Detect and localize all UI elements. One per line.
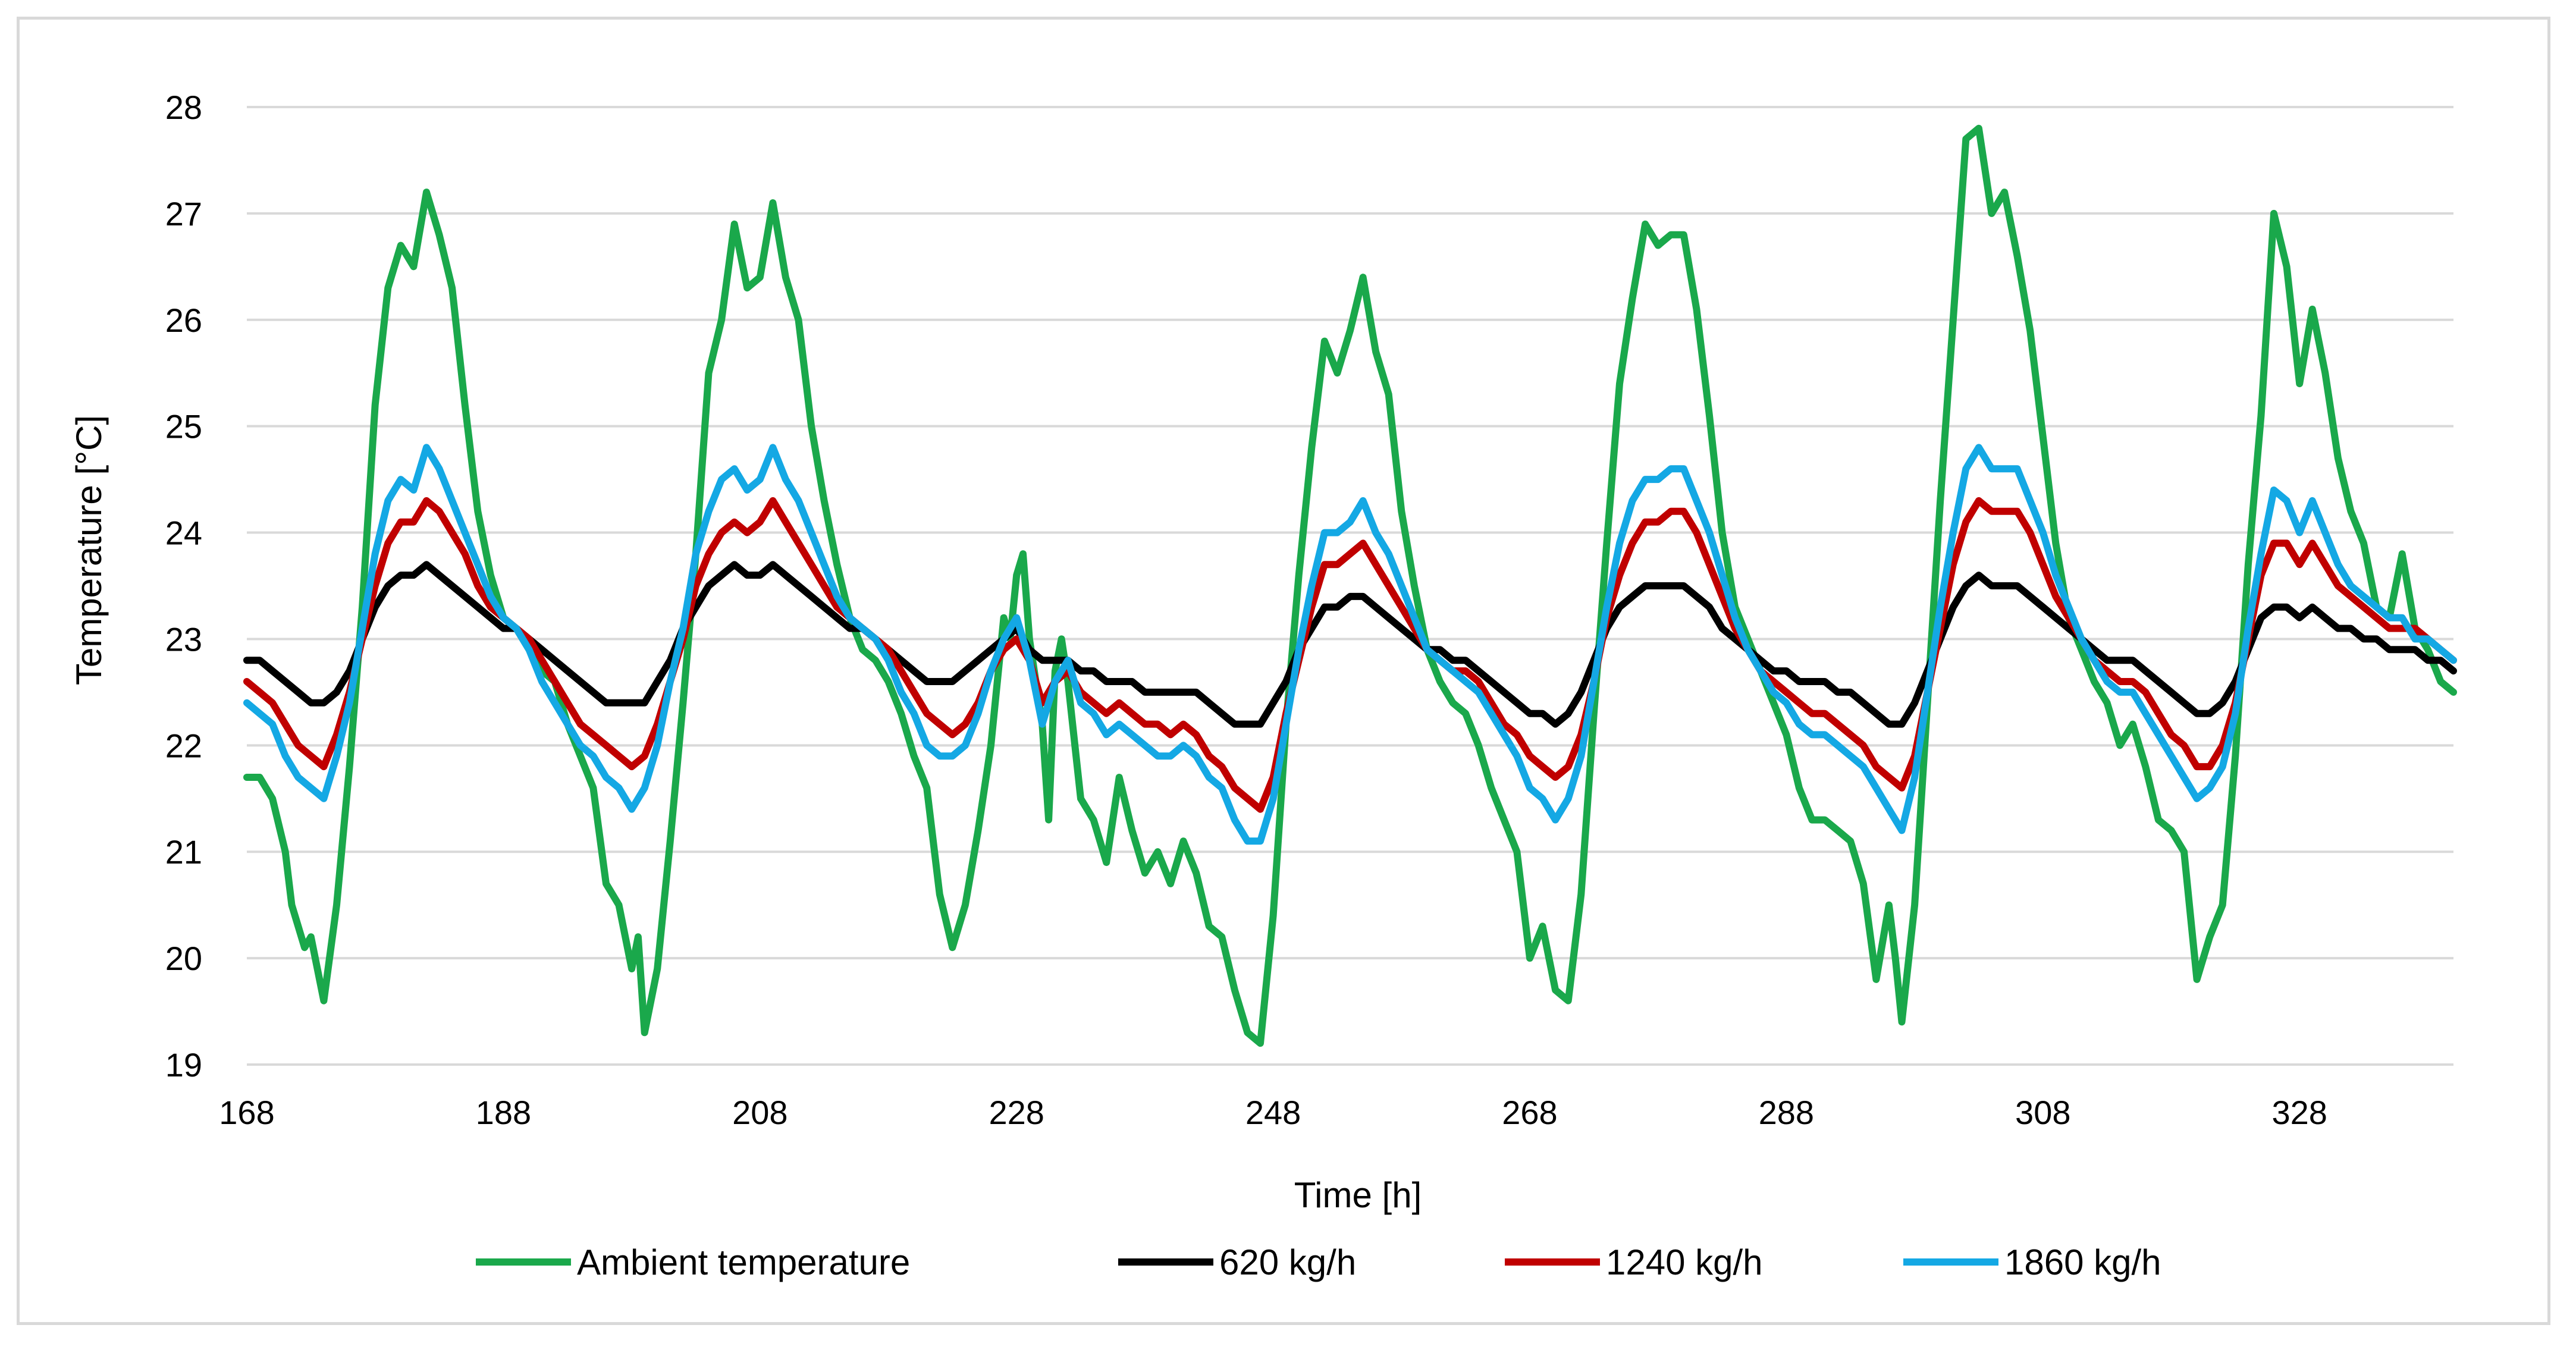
y-tick-label-21: 21 bbox=[165, 833, 202, 871]
legend-label-620-kg-h: 620 kg/h bbox=[1219, 1242, 1356, 1282]
y-tick-label-25: 25 bbox=[165, 408, 202, 445]
legend-label-ambient-temperature: Ambient temperature bbox=[577, 1242, 910, 1282]
series-line-1860-kg-h bbox=[243, 444, 2457, 845]
y-tick-label-19: 19 bbox=[165, 1046, 202, 1084]
x-tick-label-248: 248 bbox=[1245, 1094, 1301, 1131]
x-tick-label-208: 208 bbox=[732, 1094, 787, 1131]
x-tick-label-268: 268 bbox=[1502, 1094, 1557, 1131]
y-tick-label-28: 28 bbox=[165, 89, 202, 126]
legend-label-1860-kg-h: 1860 kg/h bbox=[2004, 1242, 2161, 1282]
y-tick-label-26: 26 bbox=[165, 302, 202, 339]
y-tick-label-27: 27 bbox=[165, 195, 202, 233]
y-tick-labels: 19 20 21 22 23 24 25 26 27 28 bbox=[165, 89, 202, 1084]
gridlines bbox=[247, 106, 2453, 960]
legend-item-1860-kg-h: 1860 kg/h bbox=[1903, 1242, 2161, 1282]
chart-frame bbox=[17, 17, 2550, 1325]
series-line-620-kg-h bbox=[243, 561, 2457, 728]
x-tick-label-228: 228 bbox=[989, 1094, 1044, 1131]
x-tick-label-168: 168 bbox=[219, 1094, 274, 1131]
x-tick-label-188: 188 bbox=[476, 1094, 531, 1131]
y-tick-label-20: 20 bbox=[165, 940, 202, 977]
x-tick-labels: 168 188 208 228 248 268 288 308 328 bbox=[219, 1094, 2327, 1131]
x-tick-label-328: 328 bbox=[2271, 1094, 2327, 1131]
x-tick-label-308: 308 bbox=[2015, 1094, 2070, 1131]
x-axis-title: Time [h] bbox=[1294, 1175, 1422, 1215]
y-tick-label-24: 24 bbox=[165, 514, 202, 552]
y-axis-title: Temperature [°C] bbox=[69, 415, 109, 685]
legend-item-ambient-temperature: Ambient temperature bbox=[476, 1242, 910, 1282]
legend-item-1240-kg-h: 1240 kg/h bbox=[1505, 1242, 1763, 1282]
y-tick-label-23: 23 bbox=[165, 620, 202, 658]
legend: Ambient temperature 620 kg/h 1240 kg/h 1860… bbox=[476, 1242, 2161, 1282]
x-tick-label-288: 288 bbox=[1759, 1094, 1814, 1131]
series-line-ambient-temperature bbox=[243, 124, 2457, 1047]
series-lines bbox=[243, 124, 2457, 1047]
legend-label-1240-kg-h: 1240 kg/h bbox=[1606, 1242, 1763, 1282]
series-line-1240-kg-h bbox=[243, 497, 2457, 813]
legend-item-620-kg-h: 620 kg/h bbox=[1118, 1242, 1356, 1282]
y-tick-label-22: 22 bbox=[165, 727, 202, 764]
